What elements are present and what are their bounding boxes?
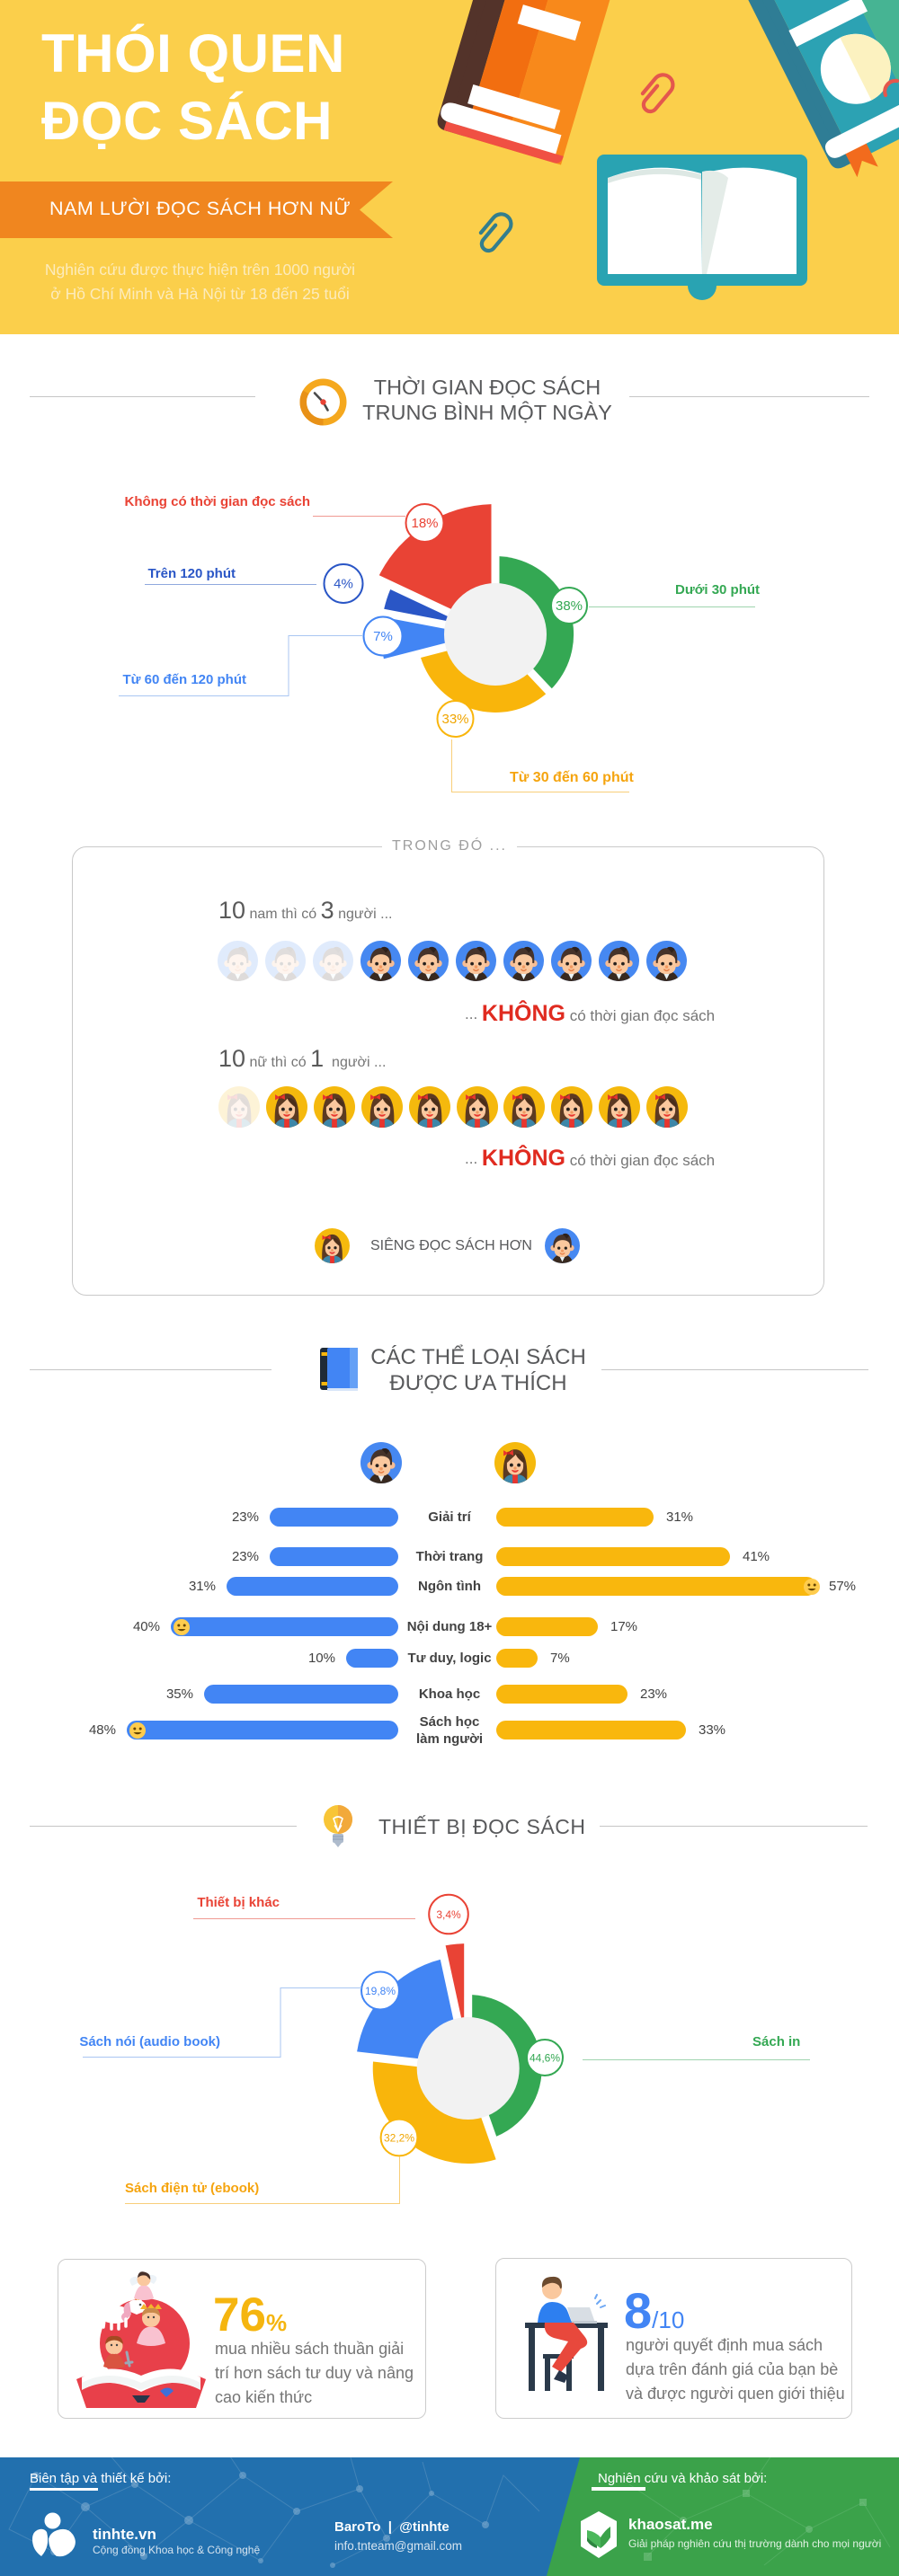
svg-text:33%: 33% (441, 712, 468, 727)
svg-text:19,8%: 19,8% (365, 1985, 396, 1997)
svg-text:4%: 4% (334, 577, 353, 592)
svg-text:44,6%: 44,6% (530, 2052, 560, 2065)
svg-text:3,4%: 3,4% (436, 1908, 461, 1921)
svg-text:32,2%: 32,2% (384, 2132, 414, 2145)
svg-text:7%: 7% (373, 629, 393, 644)
svg-text:38%: 38% (556, 598, 583, 614)
svg-text:18%: 18% (411, 516, 438, 531)
